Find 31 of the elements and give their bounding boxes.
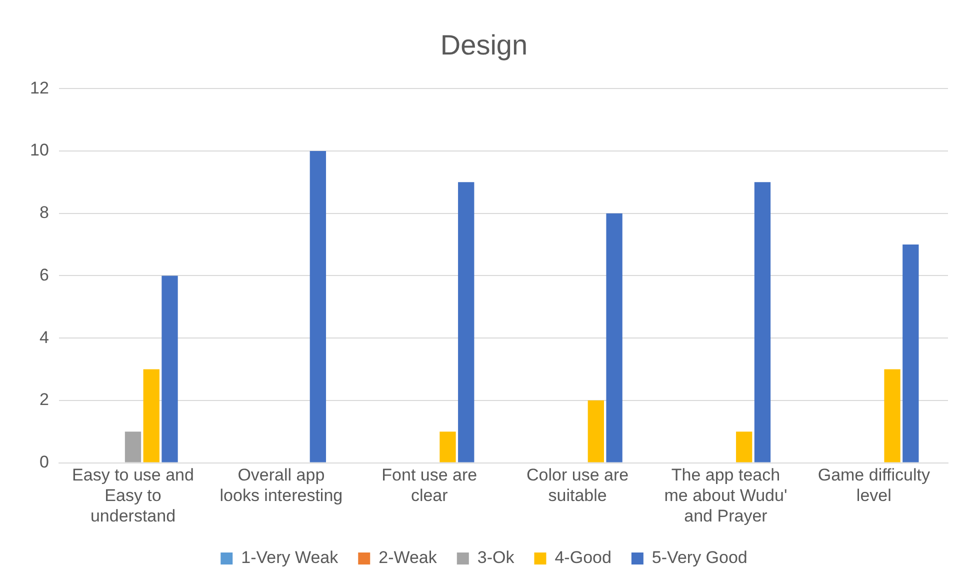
bar xyxy=(143,369,160,462)
bar xyxy=(606,213,622,462)
legend-label: 3-Ok xyxy=(477,548,515,568)
y-tick-label: 6 xyxy=(39,265,49,284)
x-tick-label: Color use are suitable xyxy=(526,466,629,506)
legend-label: 4-Good xyxy=(554,548,612,568)
bar xyxy=(124,432,142,462)
y-tick-label: 10 xyxy=(30,140,49,160)
bar xyxy=(902,244,919,462)
legend-label: 5-Very Good xyxy=(652,548,748,568)
x-tick-label: Font use are clear xyxy=(382,466,478,506)
legend-label: 2-Weak xyxy=(378,548,438,568)
bar xyxy=(162,276,178,462)
y-tick-label: 2 xyxy=(39,390,49,410)
bar xyxy=(754,182,771,462)
y-tick-label: 0 xyxy=(39,452,49,472)
y-tick-label: 4 xyxy=(39,328,49,347)
bar xyxy=(458,182,474,462)
x-tick-label: The app teach me about Wudu' and Prayer xyxy=(664,466,788,526)
bar xyxy=(736,432,752,462)
bar xyxy=(884,369,900,462)
bar xyxy=(588,400,604,462)
x-tick-label: Game difficulty level xyxy=(818,466,930,506)
y-tick-label: 12 xyxy=(30,78,49,98)
x-tick-label: Overall app looks interesting xyxy=(220,466,343,506)
chart-title: Design xyxy=(440,30,528,61)
bar xyxy=(440,432,456,462)
legend-label: 1-Very Weak xyxy=(241,548,339,568)
bar xyxy=(310,150,326,462)
x-tick-label: Easy to use and Easy to understand xyxy=(72,466,194,526)
y-tick-label: 8 xyxy=(39,203,49,222)
